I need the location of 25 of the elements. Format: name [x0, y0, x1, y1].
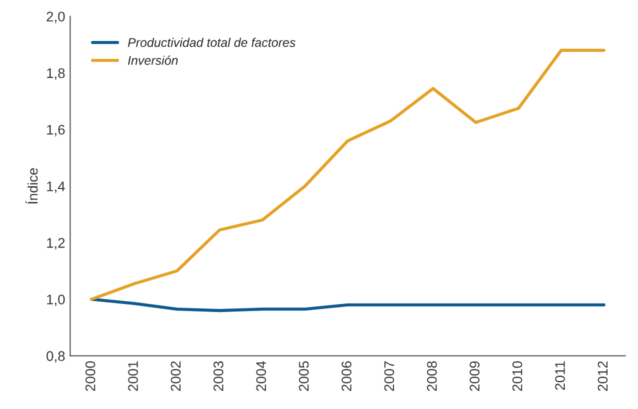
legend-label: Productividad total de factores — [128, 38, 296, 47]
x-tick-label: 2008 — [426, 361, 437, 391]
x-tick-label: 2009 — [470, 361, 480, 391]
x-tick-label: 2006 — [342, 361, 352, 391]
y-tick-label: 1,8 — [47, 68, 65, 80]
x-tick-label: 2003 — [214, 361, 224, 391]
line-series — [90, 48, 606, 301]
x-tick-label: 2000 — [85, 361, 96, 391]
y-axis-title: Índice — [26, 168, 38, 204]
y-tick-label: 1,6 — [47, 124, 65, 136]
y-tick-label: 0,8 — [46, 351, 65, 363]
x-tick-label: 2004 — [256, 361, 266, 391]
x-tick-label: 2010 — [512, 361, 522, 391]
x-tick-label: 2012 — [598, 361, 608, 391]
x-tick-label: 2011 — [555, 361, 565, 390]
x-tick-label: 2002 — [170, 361, 181, 391]
y-tick-label: 1,2 — [47, 238, 65, 250]
legend-label: Inversión — [128, 56, 178, 65]
y-tick-label: 1,4 — [47, 182, 65, 193]
y-tick-label: 2,0 — [46, 12, 65, 24]
y-tick-label: 1,0 — [47, 294, 65, 306]
x-tick-label: 2001 — [128, 361, 138, 391]
x-tick-label: 2007 — [384, 361, 394, 391]
x-tick-label: 2005 — [298, 361, 309, 391]
line-series — [90, 298, 606, 312]
